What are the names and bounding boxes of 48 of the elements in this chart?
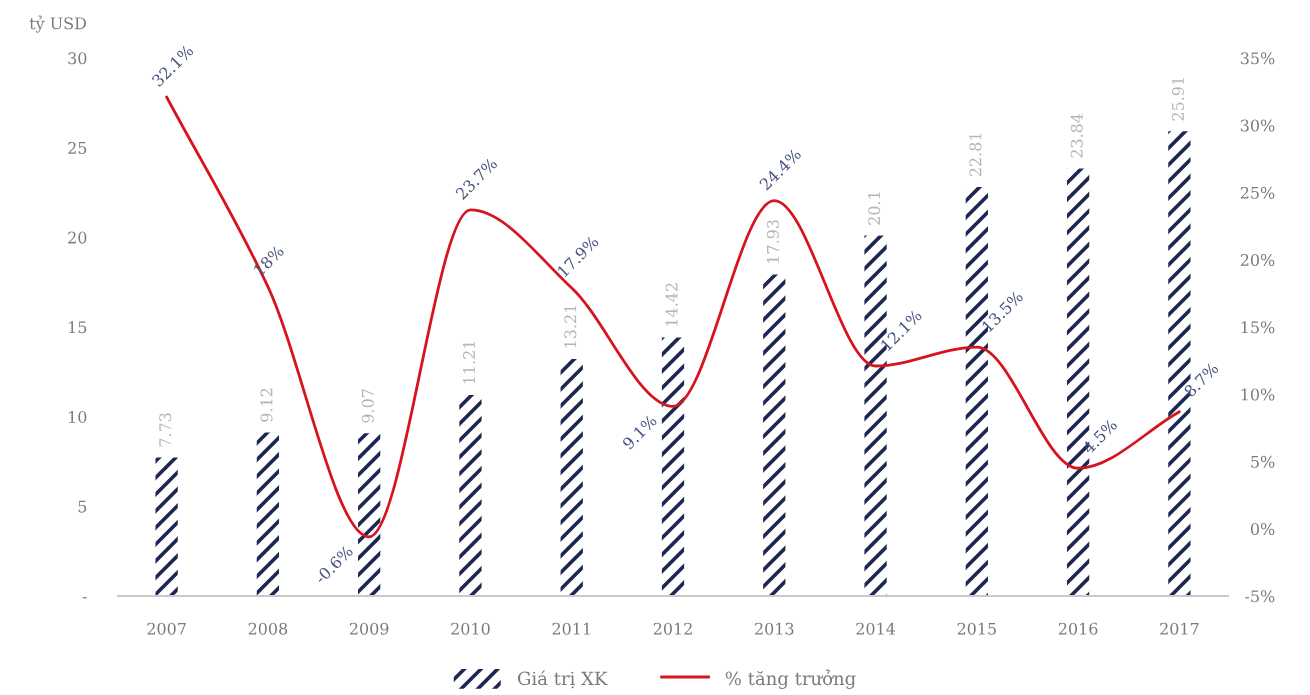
data-label: 17.93 [766,220,779,263]
data-label: 23.84 [1070,113,1083,158]
x-tick-label: 2008 [248,622,288,635]
bar [763,274,786,596]
data-label: 20.1 [868,192,881,225]
y2-tick-label: 35% [1240,52,1275,65]
legend-label: Giá trị XK [518,670,608,689]
data-label: 9.12 [260,388,273,422]
x-tick-label: 2013 [755,622,794,635]
x-tick-label: 2012 [653,622,692,635]
x-tick-label: 2010 [451,622,490,635]
data-label: 13.21 [564,305,577,348]
y-tick-label: 30 [68,52,87,65]
bar [256,432,280,596]
data-label: 22.81 [969,133,982,177]
x-tick-label: 2011 [552,622,590,635]
y-tick-label: 15 [69,321,87,334]
y2-tick-label: 5% [1251,455,1275,468]
bar [560,359,583,596]
x-tick-label: 2014 [856,622,896,635]
x-tick-label: 2015 [957,622,996,635]
data-label: 11.21 [463,341,476,384]
data-label: 25.91 [1171,78,1185,121]
y-tick-label: 25 [68,141,87,154]
y2-tick-label: 25% [1240,186,1275,199]
legend-label: % tăng trưởng [725,669,856,689]
data-label: 14.42 [665,283,678,326]
x-tick-label: 2017 [1160,622,1199,635]
y-tick-label: 20 [68,231,87,244]
bar [358,433,381,596]
x-tick-label: 2009 [349,622,389,635]
y-axis-title: tỷ USD [29,15,86,33]
y2-tick-label: 15% [1241,321,1275,334]
y2-tick-label: 10% [1241,388,1275,401]
bar [661,337,685,596]
y2-tick-label: -5% [1245,590,1275,603]
y-tick-label: 10 [69,410,87,423]
y-tick-label: 5 [78,500,87,513]
bar [155,457,178,596]
bar [459,394,482,596]
y2-tick-label: 0% [1250,522,1275,536]
y2-tick-label: 30% [1240,119,1275,132]
data-label: 7.73 [159,413,172,447]
x-tick-label: 2007 [147,622,186,635]
data-label: 9.07 [361,389,374,423]
y-tick-label: - [82,597,87,599]
x-tick-label: 2016 [1058,622,1098,635]
y2-tick-label: 20% [1240,253,1275,267]
